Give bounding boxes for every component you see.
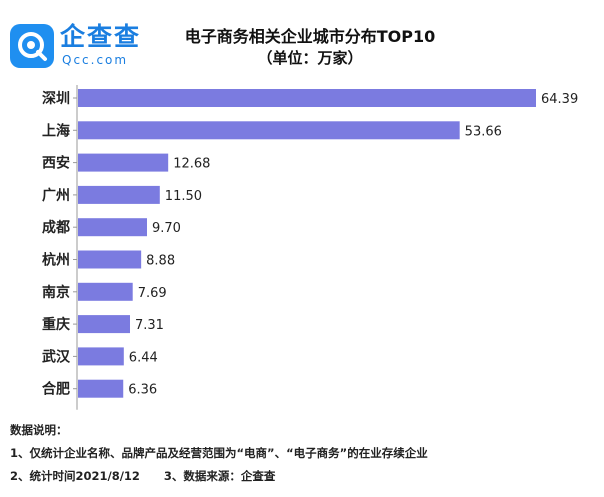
bar-chart: 深圳 64.39 上海 53.66 西安 12.68 广州 11.50 成都 9.70 杭州 8.88… xyxy=(42,85,578,410)
value-label: 53.66 xyxy=(465,124,502,139)
value-label: 7.31 xyxy=(135,318,164,333)
category-label: 成都 xyxy=(42,219,70,236)
value-label: 8.88 xyxy=(146,254,175,269)
category-label: 杭州 xyxy=(42,252,70,269)
bar xyxy=(78,250,142,269)
chart-subtitle: （单位：万家） xyxy=(257,49,363,67)
value-label: 64.39 xyxy=(541,92,578,107)
value-label: 12.68 xyxy=(173,157,210,172)
value-label: 7.69 xyxy=(138,286,167,301)
bar xyxy=(78,185,160,204)
category-label: 武汉 xyxy=(42,348,71,365)
bar xyxy=(78,218,147,237)
value-label: 6.44 xyxy=(129,350,158,365)
category-label: 上海 xyxy=(42,122,70,139)
category-label: 南京 xyxy=(42,284,70,301)
notes-line-2: 2、统计时间2021/8/12 3、数据来源：企查查 xyxy=(10,469,276,483)
notes: 数据说明： 1、仅统计企业名称、品牌产品及经营范围为“电商”、“电子商务”的在业… xyxy=(10,419,428,488)
bar xyxy=(78,379,124,398)
bar xyxy=(78,347,124,366)
chart-title: 电子商务相关企业城市分布TOP10 xyxy=(184,27,436,46)
logo-text: 企查查 xyxy=(60,22,142,51)
bar xyxy=(78,89,536,107)
notes-line-1: 1、仅统计企业名称、品牌产品及经营范围为“电商”、“电子商务”的在业存续企业 xyxy=(10,446,428,460)
bar xyxy=(78,121,460,140)
category-label: 西安 xyxy=(42,155,70,172)
category-label: 重庆 xyxy=(42,316,70,333)
logo-icon xyxy=(10,24,54,68)
category-label: 深圳 xyxy=(42,90,70,107)
value-label: 11.50 xyxy=(165,189,202,204)
category-label: 合肥 xyxy=(42,381,70,398)
logo-subtext: Qcc.com xyxy=(62,53,129,67)
notes-heading: 数据说明： xyxy=(10,423,68,437)
value-label: 9.70 xyxy=(152,221,181,236)
value-label: 6.36 xyxy=(128,383,157,398)
bar xyxy=(78,315,130,334)
bar xyxy=(78,153,169,172)
bar xyxy=(78,282,133,301)
category-label: 广州 xyxy=(42,187,70,204)
